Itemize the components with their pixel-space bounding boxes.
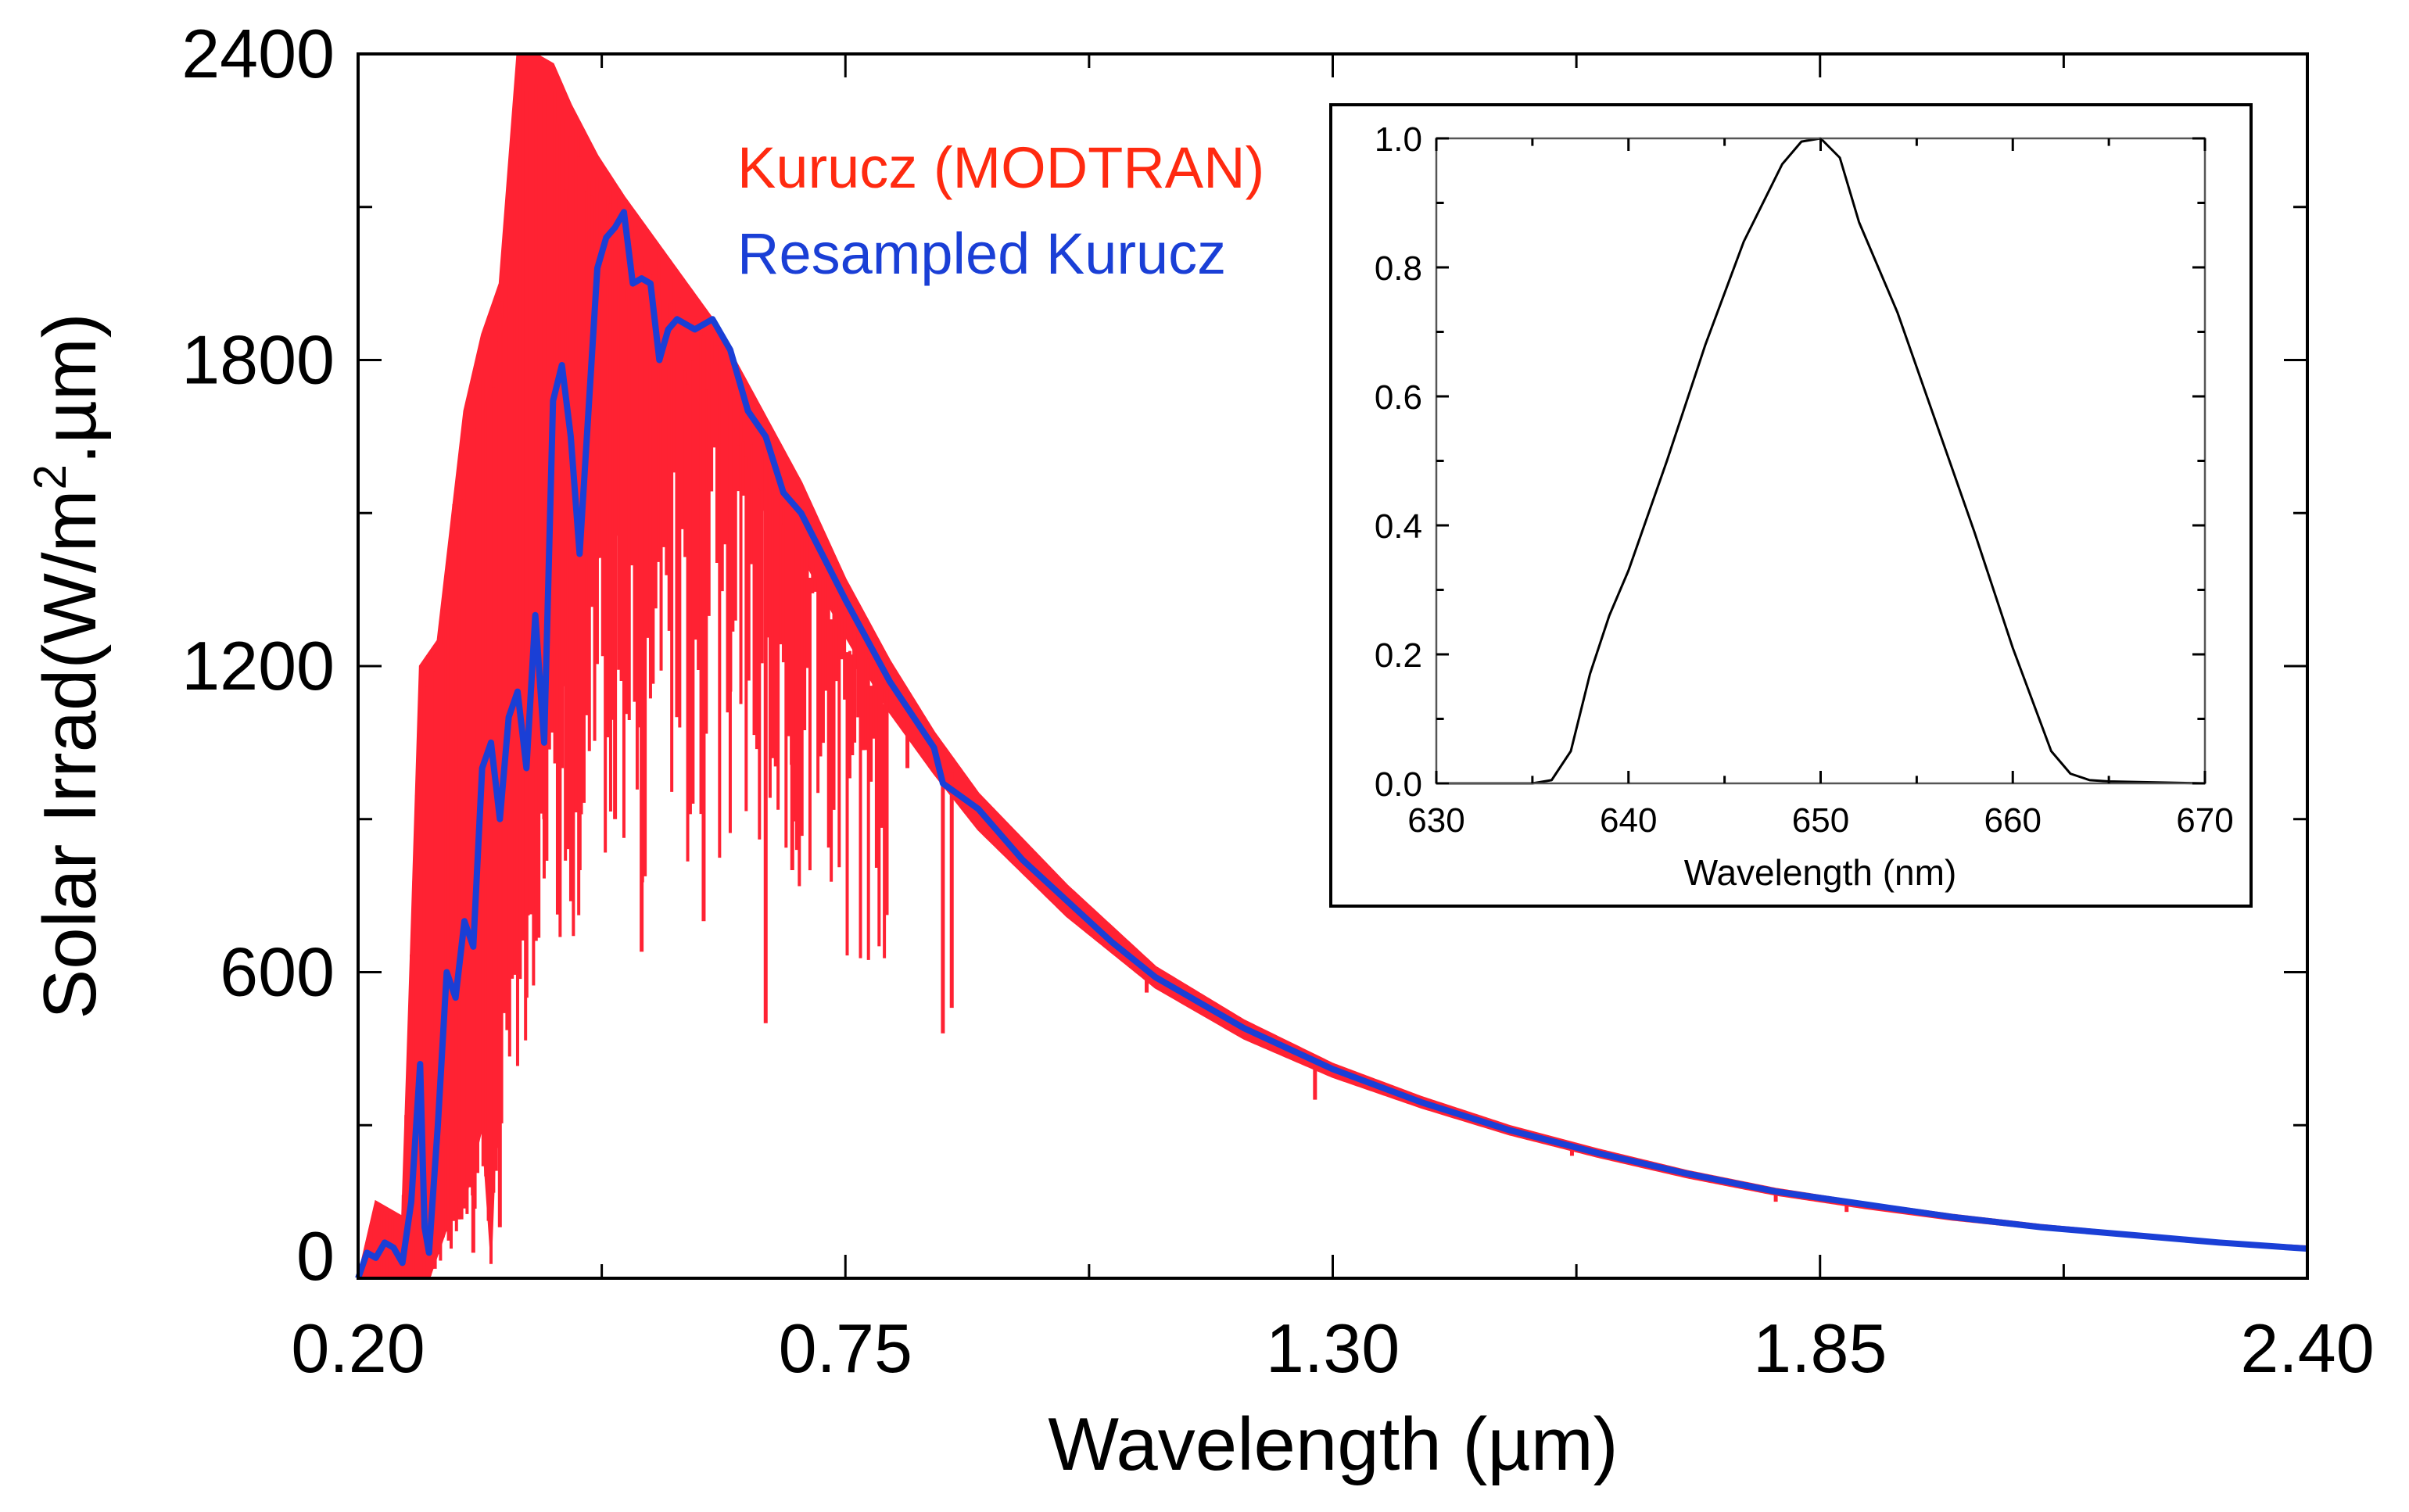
x-tick-label: 670 (2176, 801, 2233, 840)
main-plot-area (355, 52, 2309, 1280)
x-tick-label: 640 (1600, 801, 1657, 840)
y-axis-title-unit: .µm) (28, 313, 112, 464)
x-tick-label: 1.85 (1753, 1310, 1887, 1387)
y-axis-title-superscript: 2 (25, 464, 76, 489)
y-tick-label: 1200 (181, 627, 335, 704)
x-tick-label: 660 (1984, 801, 2042, 840)
legend-kurucz-modtran: Kurucz (MODTRAN) (737, 135, 1264, 200)
y-tick-label: 0.4 (1375, 507, 1422, 546)
series-resampled-kurucz-line (355, 209, 2308, 1280)
y-tick-label: 1.0 (1375, 120, 1422, 159)
legend-resampled-kurucz: Resampled Kurucz (737, 221, 1226, 286)
y-tick-label: 0.0 (1375, 765, 1422, 804)
y-tick-label: 2400 (181, 15, 335, 92)
main-axes-ticks: 0.20 0.75 1.30 1.85 2.40 0 600 1200 1800 2400 (181, 15, 2374, 1387)
x-tick-label: 1.30 (1266, 1310, 1400, 1387)
y-tick-label: 0.6 (1375, 378, 1422, 417)
inset-plot-area (1436, 137, 2206, 785)
x-axis-title: Wavelength (µm) (1048, 1403, 1618, 1486)
inset-response-curve (1436, 137, 2206, 785)
y-tick-label: 0.2 (1375, 636, 1422, 675)
y-tick-label: 0 (296, 1217, 335, 1295)
y-tick-label: 1800 (181, 321, 335, 399)
x-tick-label: 2.40 (2240, 1310, 2374, 1387)
x-tick-label: 0.20 (291, 1310, 425, 1387)
y-axis-title-main: Solar Irrad(W/m (28, 489, 112, 1019)
y-axis-title: Solar Irrad(W/m2.µm) (25, 313, 112, 1019)
inset-axes-ticks: 630 640 650 660 670 0.0 0.2 0.4 0.6 0.8 1.0 (1375, 120, 2234, 840)
y-tick-label: 0.8 (1375, 249, 1422, 288)
inset-x-axis-title: Wavelength (nm) (1684, 852, 1957, 893)
x-tick-label: 0.75 (779, 1310, 912, 1387)
y-tick-label: 600 (220, 933, 335, 1011)
x-tick-label: 650 (1792, 801, 1849, 840)
inset-box (1329, 103, 2253, 908)
x-tick-label: 630 (1407, 801, 1464, 840)
